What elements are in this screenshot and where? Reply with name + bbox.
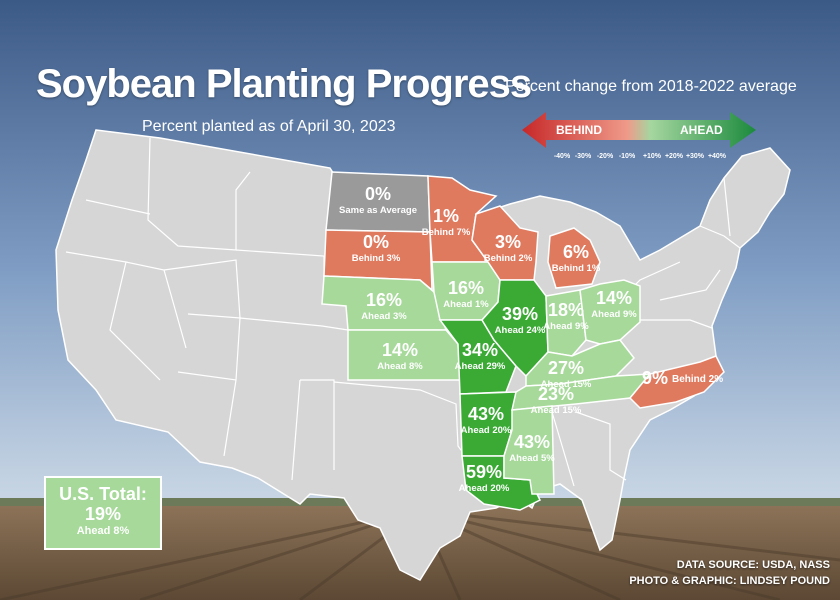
us-total-box: U.S. Total: 19% Ahead 8% [44, 476, 162, 550]
legend-tick: +30% [686, 153, 705, 160]
state-pct: 14% [596, 288, 632, 308]
state-label-TN: 23%Ahead 15% [531, 384, 582, 416]
legend-tick: -10% [619, 153, 636, 160]
state-label-WI: 3%Behind 2% [484, 232, 533, 264]
state-pct: 0% [363, 232, 389, 252]
legend-ticks: -40% -30% -20% -10% +10% +20% +30% +40% [554, 153, 727, 160]
state-label-OH: 14%Ahead 9% [591, 288, 637, 320]
state-pct: 6% [563, 242, 589, 262]
state-OH [579, 279, 641, 345]
state-note: Ahead 29% [455, 361, 506, 372]
state-pct: 14% [382, 340, 418, 360]
us-total-value: 19% [84, 504, 122, 524]
legend-ahead-label: AHEAD [680, 123, 723, 137]
state-pct: 1% [433, 206, 459, 226]
state-label-NE: 16%Ahead 3% [361, 290, 407, 322]
state-label-NC: 9% Behind 2% [642, 368, 723, 388]
state-label-KY: 27%Ahead 15% [541, 358, 592, 390]
legend-tick: +40% [708, 153, 727, 160]
legend-tick: +20% [665, 153, 684, 160]
state-label-IA: 16%Ahead 1% [443, 278, 489, 310]
state-pct: 27% [548, 358, 584, 378]
state-pct: 43% [514, 432, 550, 452]
state-WI [471, 205, 539, 281]
state-KY [525, 339, 635, 387]
state-pct: 16% [366, 290, 402, 310]
state-note: Ahead 20% [461, 425, 512, 436]
state-pct: 9% [642, 368, 668, 388]
state-note: Ahead 9% [543, 321, 589, 332]
state-pct: 43% [468, 404, 504, 424]
state-IL [481, 279, 549, 378]
state-pct: 34% [462, 340, 498, 360]
legend-tick: -30% [575, 153, 592, 160]
state-pct: 59% [466, 462, 502, 482]
data-source-credit: DATA SOURCE: USDA, NASS [676, 559, 830, 571]
state-note: Ahead 5% [509, 453, 555, 464]
state-label-MN: 1%Behind 7% [422, 206, 471, 238]
state-note: Ahead 8% [377, 361, 423, 372]
state-pct: 3% [495, 232, 521, 252]
legend-tick: +10% [643, 153, 662, 160]
state-note: Behind 2% [672, 374, 723, 385]
state-IN [545, 289, 587, 357]
state-note: Ahead 3% [361, 311, 407, 322]
state-label-MI: 6%Behind 1% [552, 242, 601, 274]
us-total-label: U.S. Total: [59, 484, 147, 504]
state-note: Behind 3% [352, 253, 401, 264]
state-pct: 0% [365, 184, 391, 204]
state-note: Same as Average [339, 205, 417, 216]
state-MI [547, 227, 601, 289]
state-label-MO: 34%Ahead 29% [455, 340, 506, 372]
state-label-ND: 0%Same as Average [339, 184, 417, 216]
state-pct: 23% [538, 384, 574, 404]
state-NC [628, 355, 725, 409]
state-pct: 39% [502, 304, 538, 324]
us-total-note: Ahead 8% [76, 525, 130, 537]
state-pct: 18% [548, 300, 584, 320]
state-MS [503, 405, 555, 495]
state-note: Behind 1% [552, 263, 601, 274]
legend-tick: -40% [554, 153, 571, 160]
state-pct: 16% [448, 278, 484, 298]
state-note: Ahead 1% [443, 299, 489, 310]
state-note: Ahead 15% [531, 405, 582, 416]
state-note: Ahead 24% [495, 325, 546, 336]
legend-arrow: BEHIND AHEAD [522, 112, 756, 148]
state-note: Behind 2% [484, 253, 533, 264]
state-note: Ahead 20% [459, 483, 510, 494]
page-title: Soybean Planting Progress [36, 62, 532, 106]
state-label-IN: 18%Ahead 9% [543, 300, 589, 332]
state-label-KS: 14%Ahead 8% [377, 340, 423, 372]
legend-behind-label: BEHIND [556, 123, 602, 137]
photo-credit: PHOTO & GRAPHIC: LINDSEY POUND [629, 575, 830, 587]
page-subtitle: Percent planted as of April 30, 2023 [142, 118, 396, 135]
state-note: Ahead 9% [591, 309, 637, 320]
state-label-LA: 59%Ahead 20% [459, 462, 510, 494]
state-note: Behind 7% [422, 227, 471, 238]
legend-tick: -20% [597, 153, 614, 160]
state-label-AR: 43%Ahead 20% [461, 404, 512, 436]
state-note: Ahead 15% [541, 379, 592, 390]
state-label-MS: 43%Ahead 5% [509, 432, 555, 464]
state-label-SD: 0%Behind 3% [352, 232, 401, 264]
legend-title: Percent change from 2018-2022 average [505, 78, 797, 95]
state-label-IL: 39%Ahead 24% [495, 304, 546, 336]
